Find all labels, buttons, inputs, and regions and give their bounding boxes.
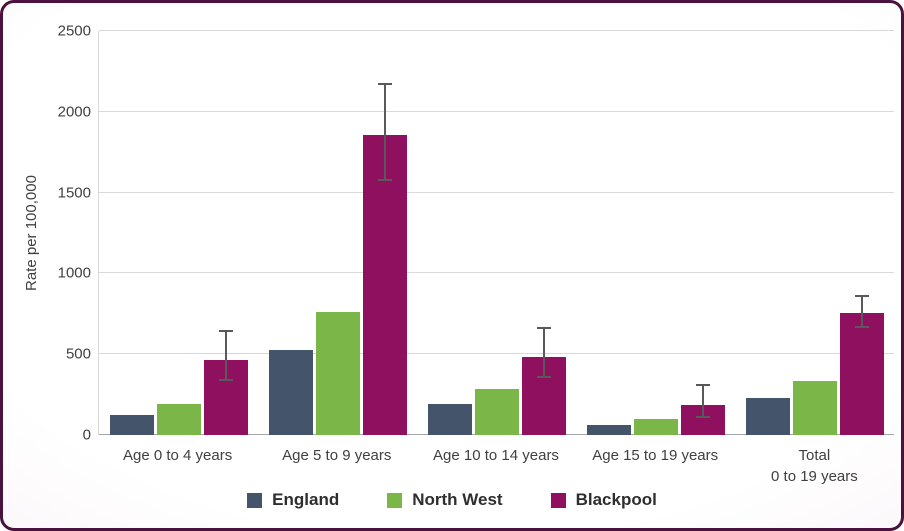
bar-england-0	[109, 414, 154, 435]
y-axis-title: Rate per 100,000	[23, 175, 40, 291]
y-tick-label: 500	[65, 345, 91, 363]
legend-swatch	[550, 492, 566, 508]
bar-north-west-0	[156, 403, 201, 435]
gridline	[99, 110, 894, 112]
error-bar-cap	[537, 327, 551, 330]
legend-item-england: England	[247, 490, 339, 510]
legend: England North West Blackpool	[3, 490, 901, 510]
y-tick-label: 1500	[57, 184, 91, 202]
gridline	[99, 272, 894, 274]
error-bar-cap	[218, 379, 233, 382]
error-bar-line	[383, 83, 386, 180]
y-axis-tick-labels: 0 500 1000 1500 2000 2500	[41, 23, 91, 444]
bar-blackpool-4	[840, 313, 885, 435]
error-bar-line	[224, 330, 227, 381]
legend-label: North West	[412, 490, 503, 509]
legend-swatch	[247, 492, 263, 508]
bar-england-2	[428, 403, 472, 435]
error-bar-cap	[696, 383, 711, 386]
x-axis-label: Age 0 to 4 years	[122, 447, 233, 464]
bar-england-1	[268, 350, 313, 435]
error-bar-line	[702, 384, 705, 418]
x-axis-label: Age 15 to 19 years	[592, 447, 719, 464]
gridline	[99, 191, 894, 193]
x-axis-label: Age 5 to 9 years	[282, 447, 392, 464]
legend-label: Blackpool	[575, 490, 657, 509]
x-axis-label: Total 0 to 19 years	[771, 447, 858, 485]
error-bar-cap	[218, 329, 233, 332]
y-tick-label: 2000	[57, 103, 91, 121]
legend-item-north-west: North West	[387, 490, 503, 510]
bar-england-3	[587, 424, 632, 435]
error-bar-cap	[377, 178, 392, 181]
plot-area	[98, 30, 894, 435]
y-tick-label: 1000	[57, 264, 91, 282]
x-axis-label: Age 10 to 14 years	[433, 447, 559, 464]
error-bar-line	[543, 328, 545, 377]
y-tick-label: 0	[82, 426, 91, 444]
bar-north-west-4	[793, 380, 838, 435]
error-bar-line	[861, 296, 864, 327]
legend-swatch	[387, 492, 403, 508]
bar-north-west-2	[475, 388, 519, 435]
error-bar-cap	[537, 375, 551, 378]
legend-item-blackpool: Blackpool	[550, 490, 657, 510]
y-tick-label: 2500	[57, 22, 91, 40]
gridline	[99, 30, 894, 31]
error-bar-cap	[377, 82, 392, 85]
x-axis-labels: Age 0 to 4 years Age 5 to 9 years Age 10 t…	[98, 445, 894, 489]
bar-england-4	[746, 397, 791, 435]
bar-north-west-3	[634, 418, 679, 435]
error-bar-cap	[696, 416, 711, 419]
error-bar-cap	[855, 295, 870, 298]
gridline	[99, 353, 894, 355]
legend-label: England	[272, 490, 340, 509]
bar-north-west-1	[315, 312, 360, 435]
bar-blackpool-1	[362, 135, 407, 435]
error-bar-cap	[855, 325, 870, 328]
